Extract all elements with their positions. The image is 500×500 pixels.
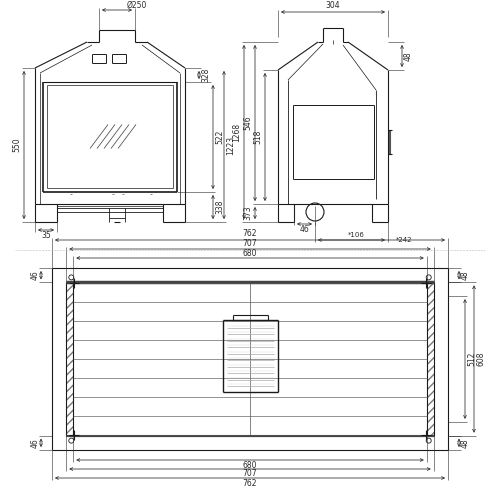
Text: 48: 48 bbox=[460, 438, 469, 448]
Text: 48: 48 bbox=[404, 51, 412, 61]
Text: Ø250: Ø250 bbox=[127, 0, 147, 10]
Text: 762: 762 bbox=[243, 230, 257, 238]
Text: 304: 304 bbox=[326, 2, 340, 11]
Text: 518: 518 bbox=[254, 130, 262, 144]
Text: 46: 46 bbox=[30, 438, 40, 448]
Text: *242: *242 bbox=[396, 237, 412, 243]
Text: 46: 46 bbox=[30, 270, 40, 280]
Text: 707: 707 bbox=[242, 470, 258, 478]
Text: 46: 46 bbox=[300, 226, 310, 234]
Text: 680: 680 bbox=[243, 460, 257, 469]
Text: 512: 512 bbox=[468, 352, 476, 366]
Text: 48: 48 bbox=[460, 270, 469, 280]
Text: 1268: 1268 bbox=[232, 122, 241, 142]
Bar bbox=[426, 282, 434, 436]
Text: 373: 373 bbox=[244, 206, 252, 220]
Text: 550: 550 bbox=[12, 138, 22, 152]
Text: 762: 762 bbox=[243, 478, 257, 488]
Text: 1223: 1223 bbox=[226, 136, 235, 154]
Text: 680: 680 bbox=[243, 248, 257, 258]
Text: *106: *106 bbox=[348, 232, 365, 238]
Text: 546: 546 bbox=[244, 116, 252, 130]
Text: 338: 338 bbox=[216, 200, 224, 214]
Text: 522: 522 bbox=[216, 130, 224, 144]
Text: 608: 608 bbox=[476, 352, 486, 366]
Bar bbox=[66, 282, 73, 436]
Text: 35: 35 bbox=[41, 232, 51, 240]
Text: 707: 707 bbox=[242, 240, 258, 248]
Text: 328: 328 bbox=[202, 68, 210, 82]
